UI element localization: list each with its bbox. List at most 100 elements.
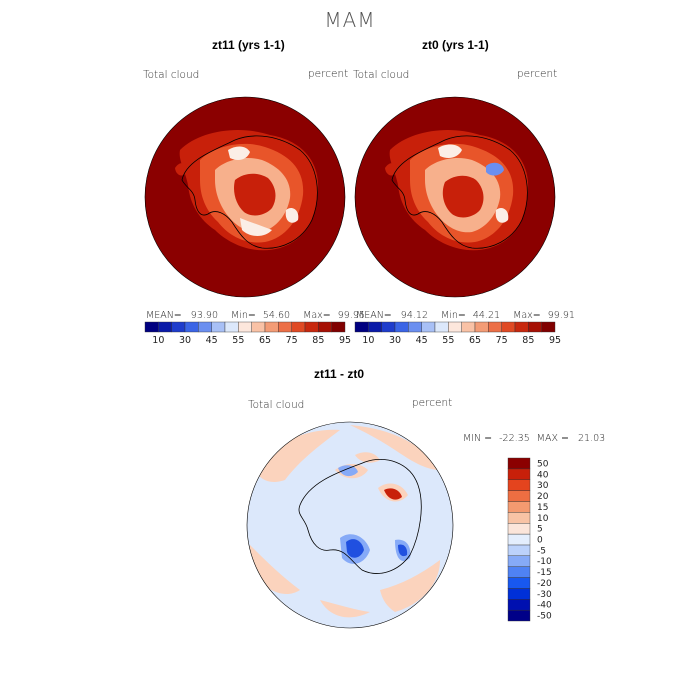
- panel-1-colorbar-tick-label: 85: [312, 335, 324, 346]
- panel-2-mean-value: 94.12: [400, 310, 428, 321]
- diff-variable-label: Total cloud: [248, 399, 305, 411]
- panel-1-mean-label: MEAN=: [146, 310, 182, 321]
- panel-2-min-label: Min=: [441, 310, 466, 321]
- diff-min-value: -22.35: [499, 433, 530, 444]
- diff-max-label: MAX =: [536, 433, 569, 444]
- panel-2-map: [355, 97, 555, 297]
- panel-1-colorbar-tick-label: 75: [286, 335, 298, 346]
- diff-colorbar-swatch: [507, 501, 531, 513]
- panel-1-colorbar-swatch: [304, 321, 319, 333]
- panel-1-colorbar-swatch: [238, 321, 252, 333]
- diff-colorbar-tick-label: -30: [537, 590, 552, 600]
- diff-colorbar-tick-label: 30: [537, 481, 549, 491]
- panel-2-colorbar-swatch: [368, 321, 382, 333]
- diff-panel-title: zt11 - zt0: [314, 367, 365, 381]
- panel-2-min-value: 44.21: [472, 310, 501, 321]
- panel-2-colorbar-tick-label: 55: [442, 335, 454, 346]
- panel-2-units-label: percent: [517, 68, 558, 80]
- panel-1-colorbar-tick-label: 30: [179, 335, 191, 346]
- panel-1-max-value: 99.95: [337, 310, 365, 321]
- diff-colorbar-tick-label: 0: [537, 536, 543, 546]
- diff-colorbar-tick-label: -5: [537, 546, 546, 556]
- panel-2-colorbar-swatch: [448, 321, 462, 333]
- diff-colorbar-swatch: [507, 555, 531, 567]
- panel-1-colorbar-swatch: [291, 321, 306, 333]
- panel-2-colorbar-swatch: [421, 321, 436, 333]
- panel-1-units-label: percent: [308, 68, 349, 80]
- diff-colorbar-tick-label: -20: [537, 579, 552, 589]
- diff-colorbar-swatch: [507, 490, 531, 502]
- panel-2-variable-label: Total cloud: [353, 69, 410, 81]
- figure-title: MAM: [324, 8, 376, 32]
- diff-colorbar-swatch: [507, 566, 531, 578]
- diff-colorbar-swatch: [507, 479, 531, 491]
- panel-1-colorbar-swatch: [158, 321, 172, 333]
- panel-2-colorbar-swatch: [354, 321, 369, 333]
- panel-2-colorbar-swatch: [408, 321, 422, 333]
- panel-2-colorbar-swatch: [528, 321, 542, 333]
- panel-1-variable-label: Total cloud: [143, 69, 200, 81]
- diff-colorbar-swatch: [507, 588, 531, 600]
- panel-2-colorbar-swatch: [461, 321, 476, 333]
- panel-1-colorbar-swatch: [184, 321, 199, 333]
- diff-colorbar-tick-label: -10: [537, 557, 552, 567]
- panel-1-colorbar: 10 30 45 55 65 75 85 95: [144, 321, 351, 346]
- panel-2-colorbar-swatch: [434, 321, 449, 333]
- panel-1-colorbar-swatch: [264, 321, 279, 333]
- panel-1-title: zt11 (yrs 1-1): [212, 38, 285, 52]
- panel-1-mean-value: 93.90: [190, 310, 218, 321]
- panel-1-colorbar-swatch: [251, 321, 266, 333]
- panel-2-colorbar-swatch: [541, 321, 556, 333]
- diff-colorbar-swatch: [507, 577, 531, 589]
- diff-max-value: 21.03: [578, 433, 606, 444]
- panel-1-colorbar-swatch: [331, 321, 346, 333]
- diff-colorbar-swatch: [507, 544, 531, 557]
- panel-2-colorbar-tick-label: 30: [389, 335, 401, 346]
- diff-min-label: MIN =: [463, 433, 493, 444]
- panel-2-colorbar-tick-label: 65: [469, 335, 481, 346]
- panel-2-colorbar-swatch: [488, 321, 502, 333]
- panel-2-colorbar-swatch: [501, 321, 516, 333]
- panel-2-colorbar-swatch: [474, 321, 489, 333]
- panel-2-title: zt0 (yrs 1-1): [422, 38, 489, 52]
- panel-2-mean-label: MEAN=: [356, 310, 392, 321]
- panel-1-colorbar-tick-label: 65: [259, 335, 271, 346]
- diff-colorbar-tick-label: 20: [537, 492, 549, 502]
- panel-2-colorbar: 10 30 45 55 65 75 85 95: [354, 321, 561, 346]
- panel-1-min-value: 54.60: [262, 310, 291, 321]
- panel-1-min-label: Min=: [231, 310, 256, 321]
- diff-units-label: percent: [412, 397, 453, 409]
- panel-2-colorbar-tick-label: 10: [362, 335, 374, 346]
- diff-colorbar-tick-label: 15: [537, 503, 548, 513]
- panel-1-colorbar-tick-label: 55: [232, 335, 244, 346]
- panel-1-colorbar-tick-label: 45: [206, 335, 218, 346]
- diff-colorbar-tick-label: 50: [537, 459, 549, 469]
- panel-2-colorbar-swatch: [514, 321, 529, 333]
- panel-1-colorbar-tick-label: 95: [339, 335, 351, 346]
- panel-1-colorbar-swatch: [144, 321, 159, 333]
- panel-2-colorbar-tick-label: 75: [496, 335, 508, 346]
- panel-1-colorbar-swatch: [278, 321, 292, 333]
- diff-map: [247, 422, 453, 628]
- panel-1-colorbar-swatch: [318, 321, 332, 333]
- panel-1-max-label: Max=: [303, 310, 331, 321]
- diff-colorbar-swatch: [507, 512, 531, 524]
- diff-colorbar-swatch: [507, 609, 531, 622]
- diff-colorbar-swatch: [507, 523, 531, 535]
- panel-2-colorbar-swatch: [381, 321, 396, 333]
- diff-colorbar-tick-label: 40: [537, 470, 549, 480]
- diff-colorbar-tick-label: 5: [537, 525, 543, 535]
- panel-2-colorbar-tick-label: 85: [522, 335, 534, 346]
- diff-colorbar-swatch: [507, 599, 531, 611]
- panel-1-colorbar-swatch: [224, 321, 239, 333]
- diff-colorbar-tick-label: -40: [537, 601, 552, 611]
- diff-colorbar-swatch: [507, 457, 531, 470]
- panel-1-map: [145, 97, 345, 297]
- diff-colorbar-swatch: [507, 533, 531, 546]
- diff-colorbar-tick-label: 10: [537, 514, 549, 524]
- panel-2-colorbar-swatch: [394, 321, 409, 333]
- panel-1-colorbar-swatch: [171, 321, 186, 333]
